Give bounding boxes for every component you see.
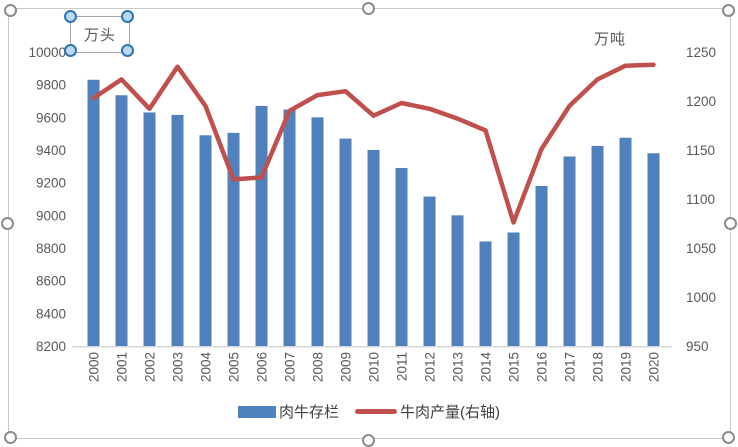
x-axis-tick-2008: 2008 <box>311 352 326 382</box>
chart-resize-handle-bottom-left[interactable] <box>4 431 17 444</box>
bar-2003[interactable] <box>171 114 184 346</box>
legend-label-line-series: 牛肉产量(右轴) <box>400 404 501 421</box>
left-axis-tick-8400: 8400 <box>36 306 66 321</box>
legend-swatch-line-series <box>355 409 398 414</box>
legend-item-line[interactable]: 牛肉产量(右轴) <box>355 401 500 422</box>
bar-2001[interactable] <box>115 95 128 347</box>
textbox-handle-bottom-right[interactable] <box>121 44 134 57</box>
x-axis-tick-2016: 2016 <box>535 352 550 382</box>
left-axis-tick-8600: 8600 <box>36 274 66 289</box>
x-axis-tick-2004: 2004 <box>199 352 214 383</box>
x-axis-tick-2018: 2018 <box>591 352 606 382</box>
x-axis-tick-2010: 2010 <box>367 352 382 382</box>
x-axis-tick-2007: 2007 <box>283 352 298 382</box>
chart-resize-handle-top-center[interactable] <box>362 2 375 15</box>
bar-2006[interactable] <box>255 105 268 347</box>
chart-resize-handle-top-right[interactable] <box>722 4 735 17</box>
x-axis-tick-2005: 2005 <box>227 352 242 382</box>
bar-2014[interactable] <box>479 241 492 346</box>
left-axis-tick-9600: 9600 <box>36 110 66 125</box>
left-axis-unit-label: 万头 <box>83 27 116 44</box>
bar-2016[interactable] <box>535 185 548 346</box>
x-axis-tick-2013: 2013 <box>451 352 466 382</box>
bar-2000[interactable] <box>87 79 100 347</box>
bar-2012[interactable] <box>423 196 436 346</box>
left-axis-tick-8800: 8800 <box>36 241 66 256</box>
x-axis-tick-2012: 2012 <box>423 352 438 382</box>
x-axis-tick-2003: 2003 <box>171 352 186 382</box>
right-axis-tick-1000: 1000 <box>686 290 716 305</box>
left-axis-tick-10000: 10000 <box>28 45 66 60</box>
x-axis-tick-2002: 2002 <box>143 352 158 382</box>
textbox-handle-top-left[interactable] <box>64 10 77 23</box>
bar-2007[interactable] <box>283 109 296 346</box>
right-axis-tick-1250: 1250 <box>686 45 716 60</box>
right-axis-unit-label: 万吨 <box>594 31 627 48</box>
x-axis-tick-2001: 2001 <box>115 352 130 382</box>
chart-resize-handle-bottom-center[interactable] <box>362 434 375 447</box>
chart-legend[interactable]: 肉牛存栏 牛肉产量(右轴) <box>237 401 500 422</box>
x-axis-tick-2015: 2015 <box>507 352 522 382</box>
left-axis-tick-8200: 8200 <box>36 339 66 354</box>
x-axis-tick-2006: 2006 <box>255 352 270 382</box>
right-axis-tick-950: 950 <box>686 339 709 354</box>
bar-2005[interactable] <box>227 132 240 346</box>
bar-2011[interactable] <box>395 167 408 346</box>
left-axis-unit-textbox[interactable]: 万头 <box>70 16 130 53</box>
x-axis-tick-2011: 2011 <box>395 352 410 381</box>
chart-resize-handle-middle-left[interactable] <box>1 217 14 230</box>
bar-2008[interactable] <box>311 117 324 346</box>
left-axis-tick-9200: 9200 <box>36 176 66 191</box>
line-series[interactable] <box>91 62 656 225</box>
bar-2010[interactable] <box>367 150 380 346</box>
legend-swatch-bar-series <box>237 405 276 418</box>
legend-item-bars[interactable]: 肉牛存栏 <box>237 401 340 422</box>
bar-2019[interactable] <box>619 137 632 346</box>
textbox-handle-bottom-left[interactable] <box>64 44 77 57</box>
right-axis-tick-1100: 1100 <box>686 192 715 207</box>
chart-resize-handle-middle-right[interactable] <box>724 217 737 230</box>
x-axis-tick-2020: 2020 <box>647 352 662 382</box>
bar-2015[interactable] <box>507 232 520 346</box>
left-axis-tick-9800: 9800 <box>36 78 66 93</box>
bar-2018[interactable] <box>591 145 604 346</box>
x-axis-tick-2019: 2019 <box>619 352 634 382</box>
right-axis-tick-1200: 1200 <box>686 94 716 109</box>
chart-resize-handle-top-left[interactable] <box>4 4 17 17</box>
x-axis-tick-2014: 2014 <box>479 352 494 383</box>
bar-2002[interactable] <box>143 112 156 346</box>
right-axis-tick-1150: 1150 <box>686 143 715 158</box>
left-axis-tick-9400: 9400 <box>36 143 66 158</box>
bar-2009[interactable] <box>339 138 352 346</box>
x-axis-tick-2009: 2009 <box>339 352 354 382</box>
right-axis-tick-1050: 1050 <box>686 241 716 256</box>
bar-2013[interactable] <box>451 215 464 346</box>
legend-label-bar-series: 肉牛存栏 <box>278 404 340 421</box>
bar-2004[interactable] <box>199 135 212 346</box>
chart-resize-handle-bottom-right[interactable] <box>722 431 735 444</box>
bar-2020[interactable] <box>647 153 660 346</box>
x-axis-tick-2017: 2017 <box>563 352 578 382</box>
bar-2017[interactable] <box>563 156 576 346</box>
x-axis-tick-2000: 2000 <box>87 352 102 382</box>
textbox-handle-top-right[interactable] <box>121 10 134 23</box>
left-axis-tick-9000: 9000 <box>36 208 66 223</box>
